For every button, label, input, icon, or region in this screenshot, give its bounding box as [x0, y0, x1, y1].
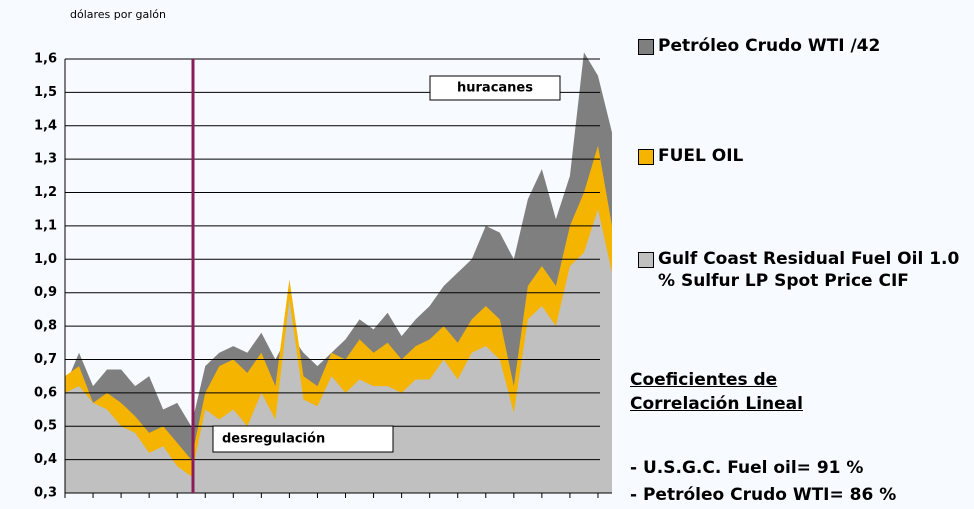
annotation-box: [429, 75, 561, 101]
legend-label: FUEL OIL: [658, 146, 744, 166]
legend-item: Petróleo Crudo WTI /42: [638, 35, 968, 57]
correlation-line: - U.S.G.C. Fuel oil= 91 %: [630, 458, 864, 478]
annotation-box: [212, 425, 394, 453]
y-tick-label: 0,8: [34, 319, 57, 334]
legend-item: Gulf Coast Residual Fuel Oil 1.0 % Sulfu…: [638, 248, 968, 292]
y-tick-label: 0,6: [34, 385, 57, 400]
legend-swatch: [638, 252, 654, 268]
area: [65, 209, 612, 493]
correlation-line: - Petróleo Crudo WTI= 86 %: [630, 485, 897, 505]
legend-label: Petróleo Crudo WTI /42: [658, 36, 881, 56]
y-tick-label: 0,7: [34, 352, 57, 367]
legend-label: Gulf Coast Residual Fuel Oil 1.0 % Sulfu…: [658, 249, 960, 291]
y-tick-label: 1,5: [34, 85, 57, 100]
correlation-title: Coeficientes de Correlación Lineal: [630, 370, 803, 414]
y-axis-label: dólares por galón: [70, 8, 166, 21]
y-tick-label: 0,3: [34, 486, 57, 501]
y-tick-label: 1,0: [34, 252, 57, 267]
legend-swatch: [638, 149, 654, 165]
legend-swatch: [638, 39, 654, 55]
y-tick-label: 1,6: [34, 52, 57, 67]
y-tick-label: 0,9: [34, 285, 57, 300]
y-tick-label: 1,4: [34, 118, 57, 133]
y-tick-label: 1,3: [34, 152, 57, 167]
annotation: desregulación: [222, 432, 325, 447]
y-tick-label: 0,4: [34, 452, 57, 467]
y-tick-label: 1,2: [34, 185, 57, 200]
annotation: huracanes: [457, 81, 533, 96]
y-tick-label: 0,5: [34, 419, 57, 434]
legend-item: FUEL OIL: [638, 145, 968, 167]
y-tick-label: 1,1: [34, 218, 57, 233]
